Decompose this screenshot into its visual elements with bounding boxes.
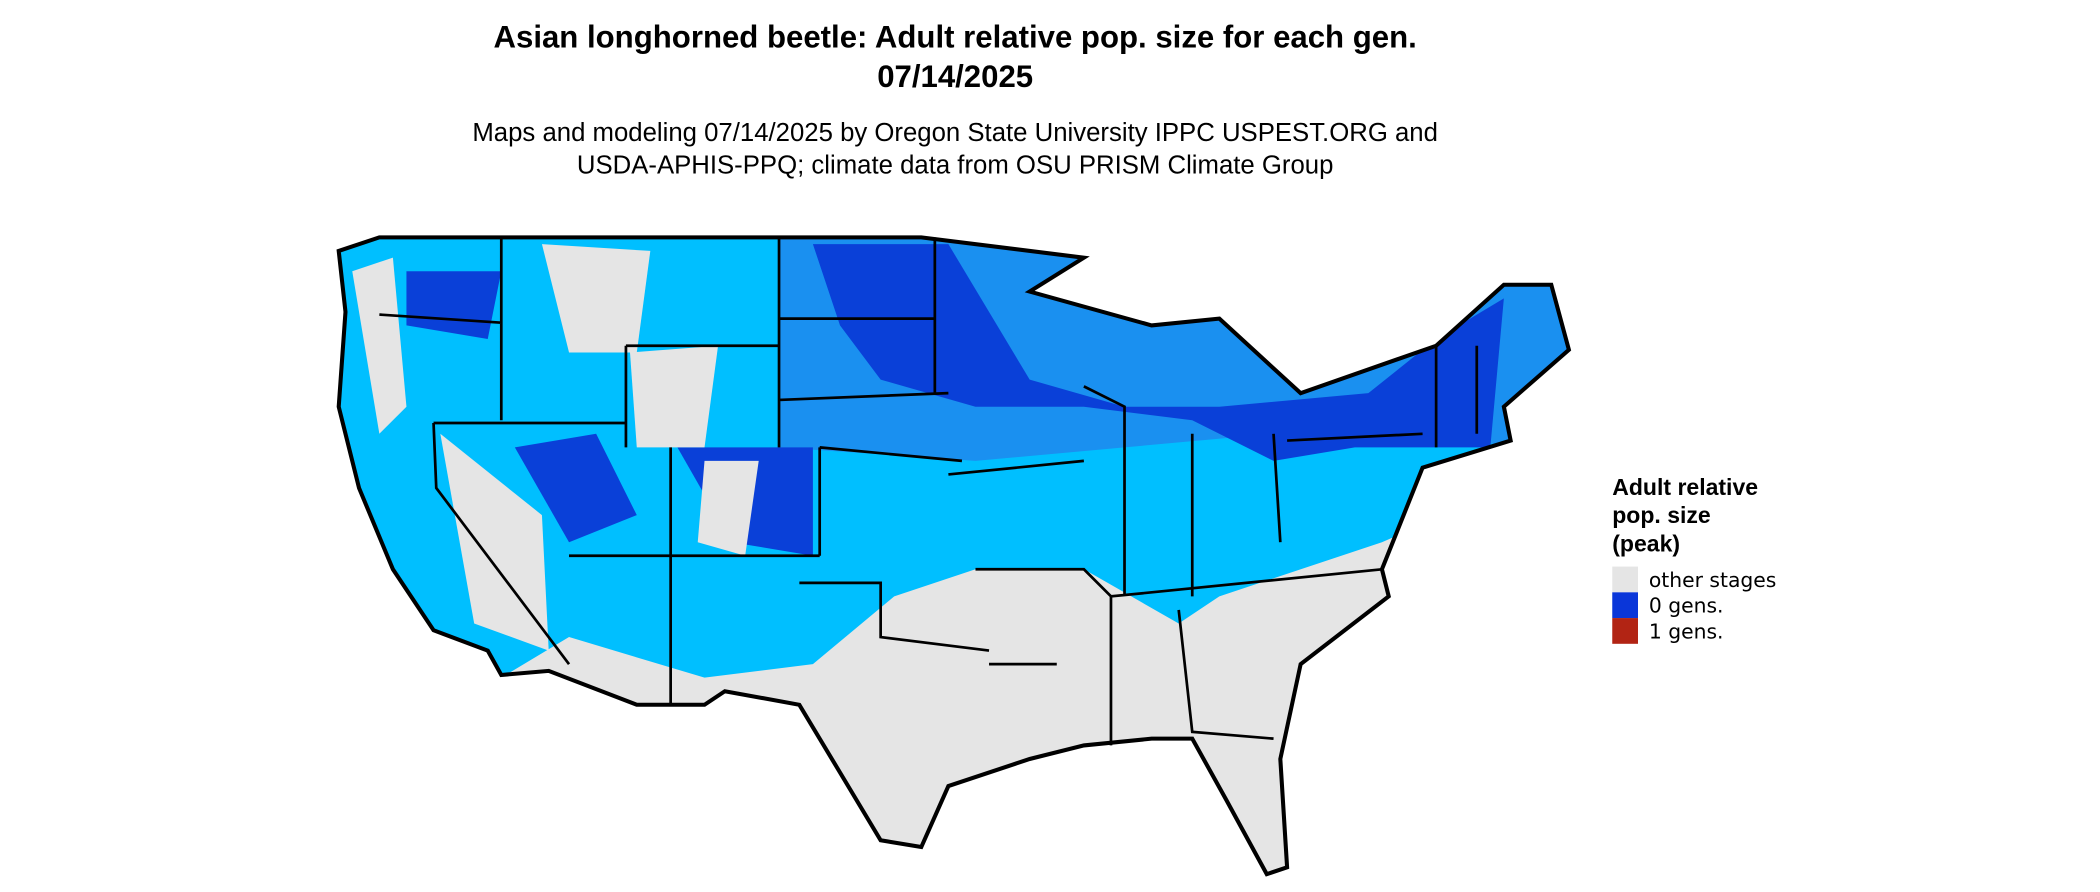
legend-swatch (1612, 592, 1638, 619)
legend-title: Adult relative (1612, 474, 1758, 500)
legend-swatch (1612, 566, 1638, 593)
legend-title: pop. size (1612, 502, 1711, 528)
title: 07/14/2025 (877, 59, 1033, 94)
legend-label: 0 gens. (1649, 594, 1724, 618)
title: Asian longhorned beetle: Adult relative … (494, 20, 1417, 55)
subtitle: USDA-APHIS-PPQ; climate data from OSU PR… (577, 152, 1334, 180)
legend-label: 1 gens. (1649, 619, 1724, 643)
map (325, 231, 1571, 875)
subtitle: Maps and modeling 07/14/2025 by Oregon S… (472, 119, 1438, 147)
legend-title: (peak) (1612, 531, 1680, 557)
legend-swatch (1612, 618, 1638, 644)
legend-label: other stages (1649, 568, 1777, 592)
